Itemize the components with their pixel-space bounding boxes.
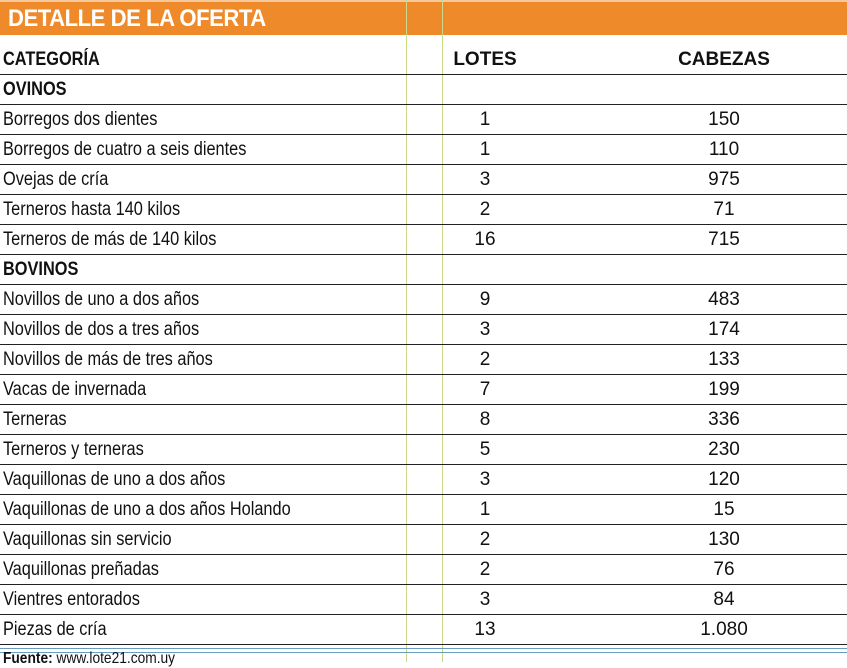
cell-cabezas: 174 [708, 319, 740, 340]
cell-cabezas: 1.080 [700, 619, 748, 640]
footer-divider [0, 648, 847, 653]
footer-source: Fuente: www.lote21.com.uy [3, 650, 175, 668]
header-cabezas: CABEZAS [678, 49, 770, 70]
column-guide [442, 0, 443, 662]
cell-categoria: Borregos dos dientes [3, 109, 158, 130]
cell-categoria: Vaquillonas preñadas [3, 559, 159, 580]
section-name: OVINOS [3, 79, 67, 100]
cell-cabezas: 199 [708, 379, 740, 400]
cell-categoria: Terneras [3, 409, 67, 430]
cell-lotes: 1 [479, 139, 491, 160]
cell-cabezas: 71 [713, 199, 735, 220]
table-title-bar: DETALLE DE LA OFERTA [0, 0, 847, 35]
table-row: Vaquillonas sin servicio 2 130 [0, 525, 847, 555]
cell-categoria: Novillos de dos a tres años [3, 319, 200, 340]
cell-cabezas: 120 [708, 469, 740, 490]
cell-categoria: Novillos de uno a dos años [3, 289, 200, 310]
section-row: OVINOS [0, 75, 847, 105]
cell-lotes: 8 [479, 409, 491, 430]
header-row: CATEGORÍA LOTES CABEZAS [0, 45, 847, 75]
cell-cabezas: 76 [713, 559, 735, 580]
footer-url: www.lote21.com.uy [56, 650, 176, 667]
cell-cabezas: 483 [708, 289, 740, 310]
cell-cabezas: 133 [708, 349, 740, 370]
header-categoria: CATEGORÍA [3, 49, 100, 70]
cell-cabezas: 715 [708, 229, 740, 250]
cell-lotes: 5 [479, 439, 491, 460]
cell-cabezas: 230 [708, 439, 740, 460]
cell-lotes: 1 [479, 499, 491, 520]
table-row: Terneros hasta 140 kilos 2 71 [0, 195, 847, 225]
cell-lotes: 3 [479, 169, 491, 190]
cell-categoria: Terneros de más de 140 kilos [3, 229, 217, 250]
cell-lotes: 2 [479, 559, 491, 580]
cell-lotes: 2 [479, 199, 491, 220]
cell-cabezas: 15 [713, 499, 735, 520]
table-row: Vientres entorados 3 84 [0, 585, 847, 615]
cell-cabezas: 336 [708, 409, 740, 430]
table-row: Novillos de dos a tres años 3 174 [0, 315, 847, 345]
footer-label: Fuente: [3, 650, 53, 667]
cell-lotes: 9 [479, 289, 491, 310]
cell-categoria: Terneros hasta 140 kilos [3, 199, 181, 220]
cell-lotes: 2 [479, 529, 491, 550]
cell-lotes: 3 [479, 469, 491, 490]
cell-categoria: Vaquillonas sin servicio [3, 529, 172, 550]
cell-lotes: 3 [479, 319, 491, 340]
cell-categoria: Ovejas de cría [3, 169, 109, 190]
cell-cabezas: 84 [713, 589, 735, 610]
cell-lotes: 7 [479, 379, 491, 400]
cell-lotes: 2 [479, 349, 491, 370]
table-row: Vaquillonas preñadas 2 76 [0, 555, 847, 585]
table-row: Vacas de invernada 7 199 [0, 375, 847, 405]
cell-cabezas: 975 [708, 169, 740, 190]
cell-cabezas: 150 [708, 109, 740, 130]
table-row: Vaquillonas de uno a dos años Holando 1 15 [0, 495, 847, 525]
cell-categoria: Novillos de más de tres años [3, 349, 213, 370]
table-row: Piezas de cría 13 1.080 [0, 615, 847, 645]
table-row: Novillos de uno a dos años 9 483 [0, 285, 847, 315]
column-guide [406, 0, 407, 662]
cell-categoria: Vacas de invernada [3, 379, 147, 400]
table-row: Novillos de más de tres años 2 133 [0, 345, 847, 375]
header-lotes: LOTES [453, 49, 517, 70]
table-row: Ovejas de cría 3 975 [0, 165, 847, 195]
cell-cabezas: 130 [708, 529, 740, 550]
table-row: Terneros y terneras 5 230 [0, 435, 847, 465]
cell-lotes: 3 [479, 589, 491, 610]
table-title: DETALLE DE LA OFERTA [8, 5, 266, 32]
table-row: Vaquillonas de uno a dos años 3 120 [0, 465, 847, 495]
table-row: Borregos dos dientes 1 150 [0, 105, 847, 135]
table-row: Terneras 8 336 [0, 405, 847, 435]
table-row: Terneros de más de 140 kilos 16 715 [0, 225, 847, 255]
cell-categoria: Vaquillonas de uno a dos años [3, 469, 226, 490]
table-row: Borregos de cuatro a seis dientes 1 110 [0, 135, 847, 165]
cell-categoria: Piezas de cría [3, 619, 107, 640]
cell-categoria: Vaquillonas de uno a dos años Holando [3, 499, 291, 520]
section-row: BOVINOS [0, 255, 847, 285]
cell-lotes: 16 [474, 229, 496, 250]
cell-lotes: 13 [474, 619, 496, 640]
cell-categoria: Borregos de cuatro a seis dientes [3, 139, 247, 160]
cell-lotes: 1 [479, 109, 491, 130]
section-name: BOVINOS [3, 259, 79, 280]
cell-cabezas: 110 [708, 139, 740, 160]
cell-categoria: Terneros y terneras [3, 439, 144, 460]
cell-categoria: Vientres entorados [3, 589, 140, 610]
